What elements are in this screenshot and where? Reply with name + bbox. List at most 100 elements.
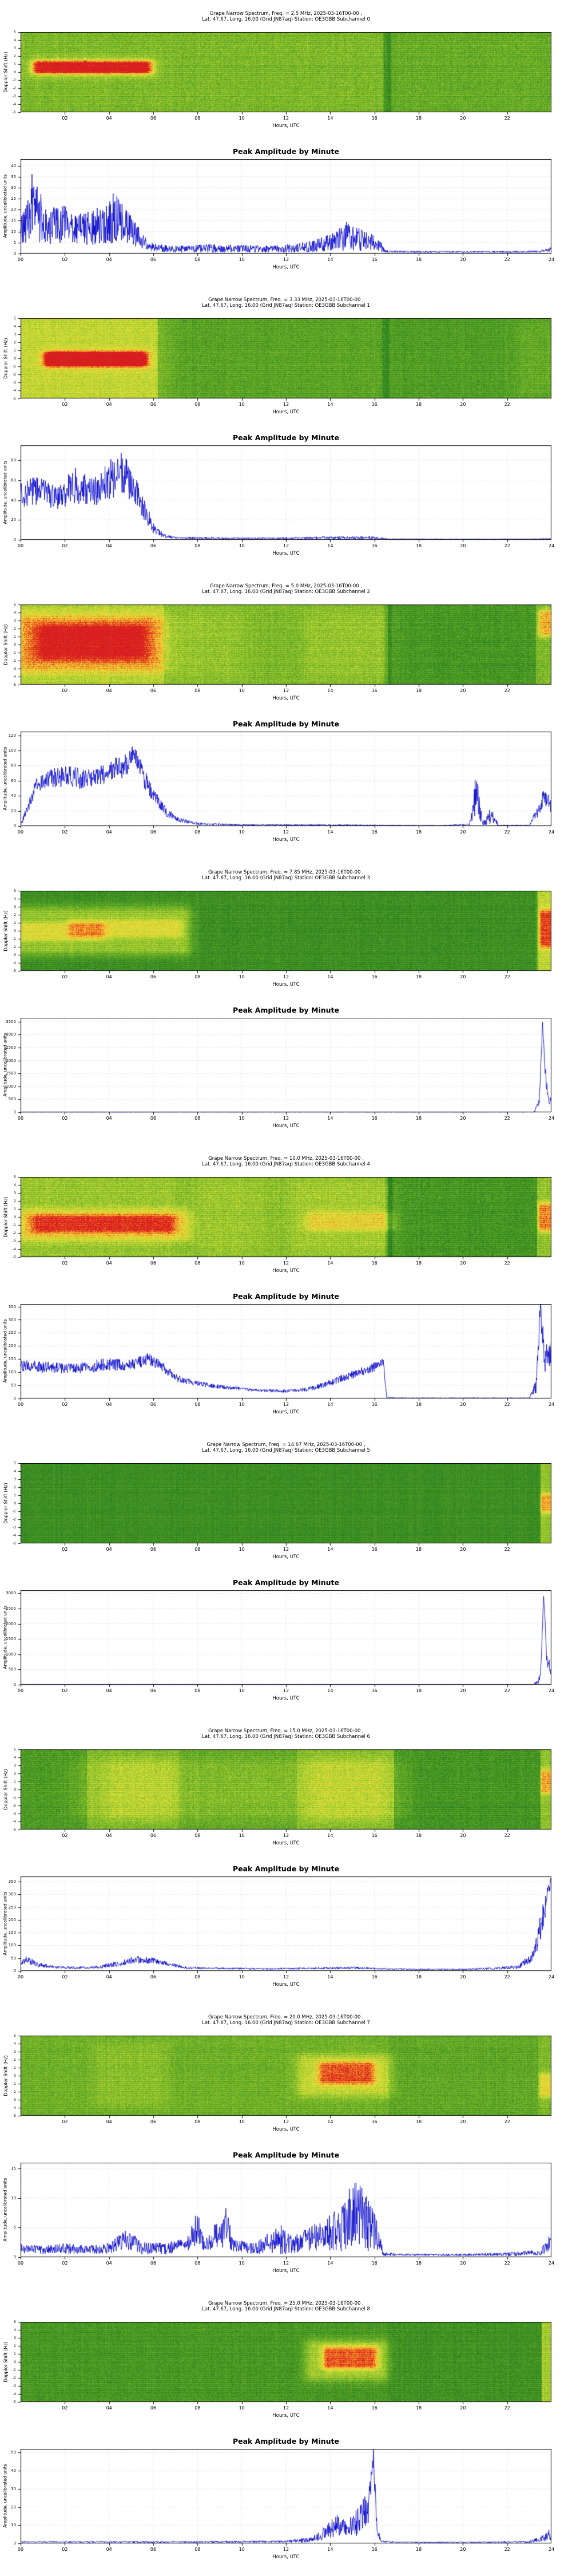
tick-label: 06 (150, 1116, 157, 1121)
tick-label: 22 (504, 1688, 510, 1693)
tick-label: 22 (504, 1547, 510, 1552)
tick-label: 04 (106, 1402, 112, 1407)
tick-label: 200 (8, 1917, 16, 1922)
tick-label: 06 (150, 829, 157, 835)
subchannel-block: Grape Narrow Spectrum, Freq. = 7.85 MHz,… (0, 859, 572, 1145)
amplitude-y-tick-labels: 0 500 1000 1500 2000 2500 3000 3500 (0, 1018, 17, 1115)
tick-label: 20 (460, 543, 466, 548)
tick-label: 04 (106, 1547, 112, 1552)
tick-label: 4 (14, 2042, 16, 2046)
tick-label: 20 (460, 829, 466, 835)
tick-label: 40 (11, 2468, 16, 2474)
spectrogram-y-tick-labels: 5 4 3 2 1 0 -1 -2 -3 -4 -5 (0, 1175, 17, 1259)
tick-label: 22 (504, 2405, 510, 2411)
spectrogram-x-axis-label: Hours, UTC (272, 1554, 300, 1560)
amplitude-panel: Peak Amplitude by Minute Amplitude, unca… (0, 1288, 572, 1431)
tick-label: 18 (415, 974, 422, 979)
tick-label: 2 (14, 1772, 16, 1776)
tick-label: 08 (194, 116, 201, 121)
spectrogram-heatmap-canvas (18, 1177, 551, 1261)
tick-label: 300 (8, 1892, 16, 1897)
tick-label: 02 (62, 829, 68, 835)
spectrogram-heatmap-canvas (18, 32, 551, 116)
tick-label: 04 (106, 543, 112, 548)
tick-label: 0 (13, 1110, 16, 1115)
tick-label: -4 (13, 675, 16, 679)
tick-label: 30 (11, 185, 16, 190)
tick-label: 10 (239, 402, 245, 407)
amplitude-title: Peak Amplitude by Minute (232, 147, 340, 156)
tick-label: 0 (13, 2255, 16, 2259)
tick-label: -4 (13, 1820, 16, 1824)
spectrogram-title-line2: Lat. 47.67, Long. 16.00 (Grid JN87aq) St… (202, 2306, 370, 2312)
tick-label: 00 (17, 2547, 24, 2552)
tick-label: 35 (11, 174, 16, 179)
spectrogram-x-axis-label: Hours, UTC (272, 696, 300, 701)
tick-label: 12 (283, 1116, 289, 1121)
spectrogram-y-tick-labels: 5 4 3 2 1 0 -1 -2 -3 -4 -5 (0, 603, 17, 687)
tick-label: 02 (62, 1688, 68, 1693)
spectrogram-title: Grape Narrow Spectrum, Freq. = 3.33 MHz,… (0, 297, 572, 309)
spectrogram-heatmap-canvas (18, 1749, 551, 1833)
tick-label: 10 (239, 2405, 245, 2411)
tick-label: 24 (548, 1974, 555, 1980)
tick-label: 04 (106, 116, 112, 121)
amplitude-line-canvas (18, 159, 551, 257)
tick-label: -1 (13, 1510, 16, 1514)
tick-label: 0 (14, 929, 16, 933)
tick-label: 10 (239, 974, 245, 979)
spectrogram-title-line2: Lat. 47.67, Long. 16.00 (Grid JN87aq) St… (202, 875, 370, 881)
tick-label: 2 (14, 1199, 16, 1203)
tick-label: 250 (8, 1330, 16, 1336)
tick-label: 02 (62, 2261, 68, 2266)
tick-label: -5 (13, 1542, 16, 1546)
tick-label: 06 (150, 2405, 157, 2411)
amplitude-x-tick-labels: 00 02 04 06 08 10 12 14 16 18 20 22 24 (17, 2261, 555, 2266)
spectrogram-title-line1: Grape Narrow Spectrum, Freq. = 14.67 MHz… (206, 1442, 366, 1448)
tick-label: 10 (239, 829, 245, 835)
tick-label: 22 (504, 1116, 510, 1121)
amplitude-line-canvas (18, 732, 551, 829)
tick-label: 40 (11, 793, 16, 799)
spectrogram-panel: Grape Narrow Spectrum, Freq. = 3.33 MHz,… (0, 286, 572, 429)
amplitude-x-tick-labels: 00 02 04 06 08 10 12 14 16 18 20 22 24 (18, 1974, 555, 1980)
tick-label: 4 (14, 1183, 16, 1187)
tick-label: 350 (8, 1879, 16, 1884)
tick-label: 24 (548, 2261, 555, 2266)
tick-label: 30 (11, 2486, 16, 2491)
spectrogram-title-line1: Grape Narrow Spectrum, Freq. = 5.0 MHz, … (209, 583, 363, 589)
tick-label: 12 (283, 974, 289, 979)
tick-label: 12 (283, 1974, 289, 1980)
tick-label: 5 (14, 2320, 16, 2324)
tick-label: 02 (62, 116, 68, 121)
spectrogram-x-tick-labels: 02 04 06 08 10 12 14 16 18 20 22 (18, 1833, 551, 1839)
tick-label: 1 (14, 2352, 16, 2356)
tick-label: 12 (283, 829, 289, 835)
tick-label: 00 (17, 1688, 24, 1693)
tick-label: 00 (17, 2261, 24, 2266)
spectrogram-title-line1: Grape Narrow Spectrum, Freq. = 3.33 MHz,… (208, 297, 364, 303)
amplitude-line-canvas (18, 2163, 551, 2261)
spectrogram-panel: Grape Narrow Spectrum, Freq. = 10.0 MHz,… (0, 1145, 572, 1288)
tick-label: 02 (62, 1402, 68, 1407)
subchannel-block: Grape Narrow Spectrum, Freq. = 20.0 MHz,… (0, 2004, 572, 2290)
tick-label: 1 (14, 921, 16, 925)
tick-label: 12 (283, 2119, 289, 2124)
tick-label: 00 (17, 1402, 24, 1407)
tick-label: 12 (283, 1547, 289, 1552)
spectrogram-x-axis-label: Hours, UTC (272, 1840, 300, 1846)
spectrogram-title: Grape Narrow Spectrum, Freq. = 7.85 MHz,… (0, 870, 572, 881)
amplitude-panel: Peak Amplitude by Minute Amplitude, unca… (0, 2433, 572, 2576)
tick-label: 2 (14, 341, 16, 345)
tick-label: 14 (327, 2405, 333, 2411)
tick-label: 22 (504, 257, 510, 262)
tick-label: 25 (11, 196, 16, 202)
tick-label: 14 (327, 1116, 333, 1121)
tick-label: -3 (13, 953, 16, 957)
tick-label: 500 (8, 1097, 16, 1102)
amplitude-y-tick-labels: 0 20 40 60 80 (0, 445, 17, 542)
tick-label: 1500 (6, 1071, 16, 1076)
spectrogram-y-tick-labels: 5 4 3 2 1 0 -1 -2 -3 -4 -5 (0, 1461, 17, 1546)
amplitude-x-axis-label: Hours, UTC (272, 1123, 300, 1129)
tick-label: 10 (239, 543, 245, 548)
